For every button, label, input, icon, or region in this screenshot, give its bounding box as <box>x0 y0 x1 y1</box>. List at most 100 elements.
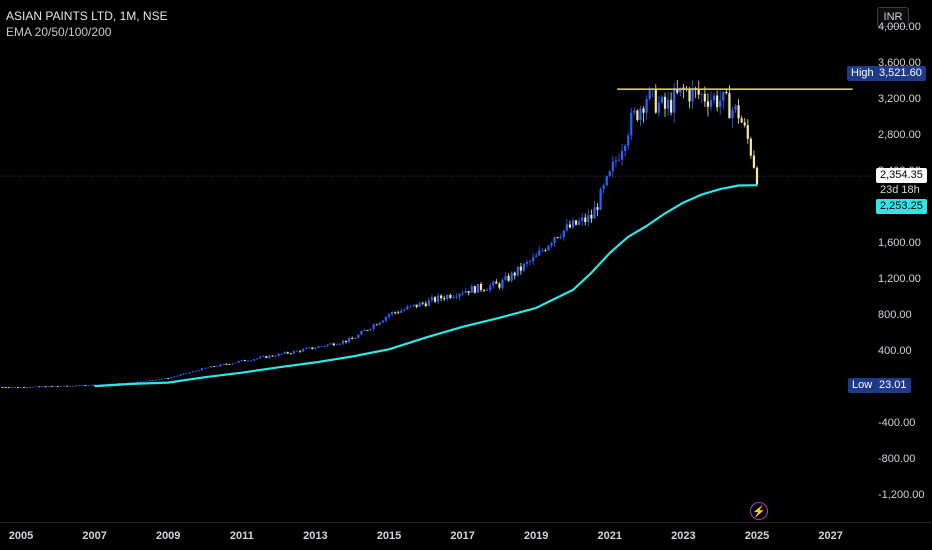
candle-body <box>430 297 434 301</box>
candle-body <box>547 245 550 251</box>
candle-body <box>568 224 572 228</box>
candle-body <box>62 385 66 387</box>
candle-body <box>317 346 320 349</box>
candle-body <box>397 312 400 314</box>
candle-body <box>369 329 372 331</box>
candle-body <box>277 353 280 357</box>
candle-body <box>571 220 575 228</box>
candle-body <box>700 93 703 95</box>
candle-body <box>737 105 740 119</box>
candle-body <box>590 214 593 219</box>
candle-body <box>53 386 56 387</box>
candle-body <box>302 349 305 352</box>
candle-body <box>743 122 746 126</box>
candle-body <box>216 366 219 368</box>
candle-body <box>203 367 207 369</box>
candle-body <box>283 352 286 354</box>
y-tick-label: -1,200.00 <box>878 489 925 501</box>
candle-body <box>562 230 565 238</box>
candle-body <box>351 338 354 340</box>
candle-body <box>323 346 326 347</box>
candle-body <box>415 304 418 307</box>
candle-body <box>326 344 329 347</box>
candle-body <box>556 237 559 238</box>
candle-body <box>639 108 642 120</box>
candle-body <box>41 386 44 388</box>
candle-body <box>32 386 35 388</box>
candle-body <box>611 161 614 172</box>
candle-body <box>593 207 596 219</box>
candle-body <box>581 217 584 222</box>
y-tick-label: 800.00 <box>878 309 912 321</box>
last-price-tag: 2,354.35 <box>876 168 927 183</box>
candle-body <box>452 296 455 298</box>
candle-body <box>532 257 535 262</box>
candle-body <box>179 374 182 376</box>
ema-value-tag: 2,253.25 <box>876 199 927 214</box>
candle-body <box>461 292 464 294</box>
candle-body <box>507 275 510 281</box>
y-tick-label: 2,800.00 <box>878 129 921 141</box>
candle-body <box>633 110 636 113</box>
y-tick-label: 1,200.00 <box>878 273 921 285</box>
countdown-tag: 23d 18h <box>876 183 924 198</box>
high-badge-value: 3,521.60 <box>875 66 926 81</box>
candle-body <box>476 283 480 293</box>
candle-body <box>136 381 139 383</box>
candle-body <box>728 93 731 119</box>
candle-body <box>486 290 489 291</box>
x-tick-label: 2017 <box>450 530 475 542</box>
candle-body <box>237 361 240 363</box>
candle-body <box>565 224 568 231</box>
candle-body <box>357 334 360 339</box>
y-tick-label: 400.00 <box>878 345 912 357</box>
candle-body <box>305 348 308 350</box>
candle-body <box>513 272 516 276</box>
candle-body <box>341 340 345 344</box>
x-tick-label: 2009 <box>155 530 181 542</box>
candle-body <box>617 159 621 161</box>
candle-body <box>734 105 737 110</box>
candle-body <box>473 286 476 293</box>
candle-body <box>35 386 38 388</box>
x-tick-label: 2007 <box>82 530 107 542</box>
candle-body <box>578 221 581 225</box>
chart-legend: ASIAN PAINTS LTD, 1M, NSE EMA 20/50/100/… <box>6 8 168 40</box>
candle-body <box>409 305 412 307</box>
candle-body <box>584 217 587 223</box>
candle-body <box>271 355 274 357</box>
symbol-title: ASIAN PAINTS LTD, 1M, NSE <box>6 9 168 23</box>
candle-body <box>697 89 700 95</box>
candle-body <box>691 88 694 102</box>
candle-body <box>348 338 351 343</box>
candle-body <box>544 250 547 252</box>
lightning-bolt-icon[interactable]: ⚡ <box>750 502 768 520</box>
candle-body <box>403 309 406 311</box>
candle-body <box>596 207 599 210</box>
candle-body <box>295 350 299 352</box>
candle-body <box>145 380 148 382</box>
candle-body <box>538 250 541 256</box>
currency-button[interactable]: INR <box>877 7 909 27</box>
candle-body <box>482 289 486 291</box>
candle-body <box>332 343 335 346</box>
low-badge-label: Low <box>848 378 877 393</box>
candle-body <box>406 306 409 310</box>
indicator-label[interactable]: EMA 20/50/100/200 <box>6 25 112 39</box>
candle-body <box>329 343 332 345</box>
candle-body <box>256 358 259 360</box>
candle-body <box>354 338 357 340</box>
candle-body <box>424 303 427 306</box>
candle-body <box>185 373 188 375</box>
candle-body <box>292 350 296 354</box>
candle-body <box>1 387 4 388</box>
time-axis-divider <box>0 522 932 523</box>
candle-body <box>81 385 84 386</box>
candle-body <box>164 378 167 379</box>
candle-body <box>746 125 749 139</box>
candle-body <box>194 370 197 372</box>
candle-body <box>535 255 538 258</box>
candle-body <box>470 286 473 293</box>
candle-body <box>755 167 759 185</box>
